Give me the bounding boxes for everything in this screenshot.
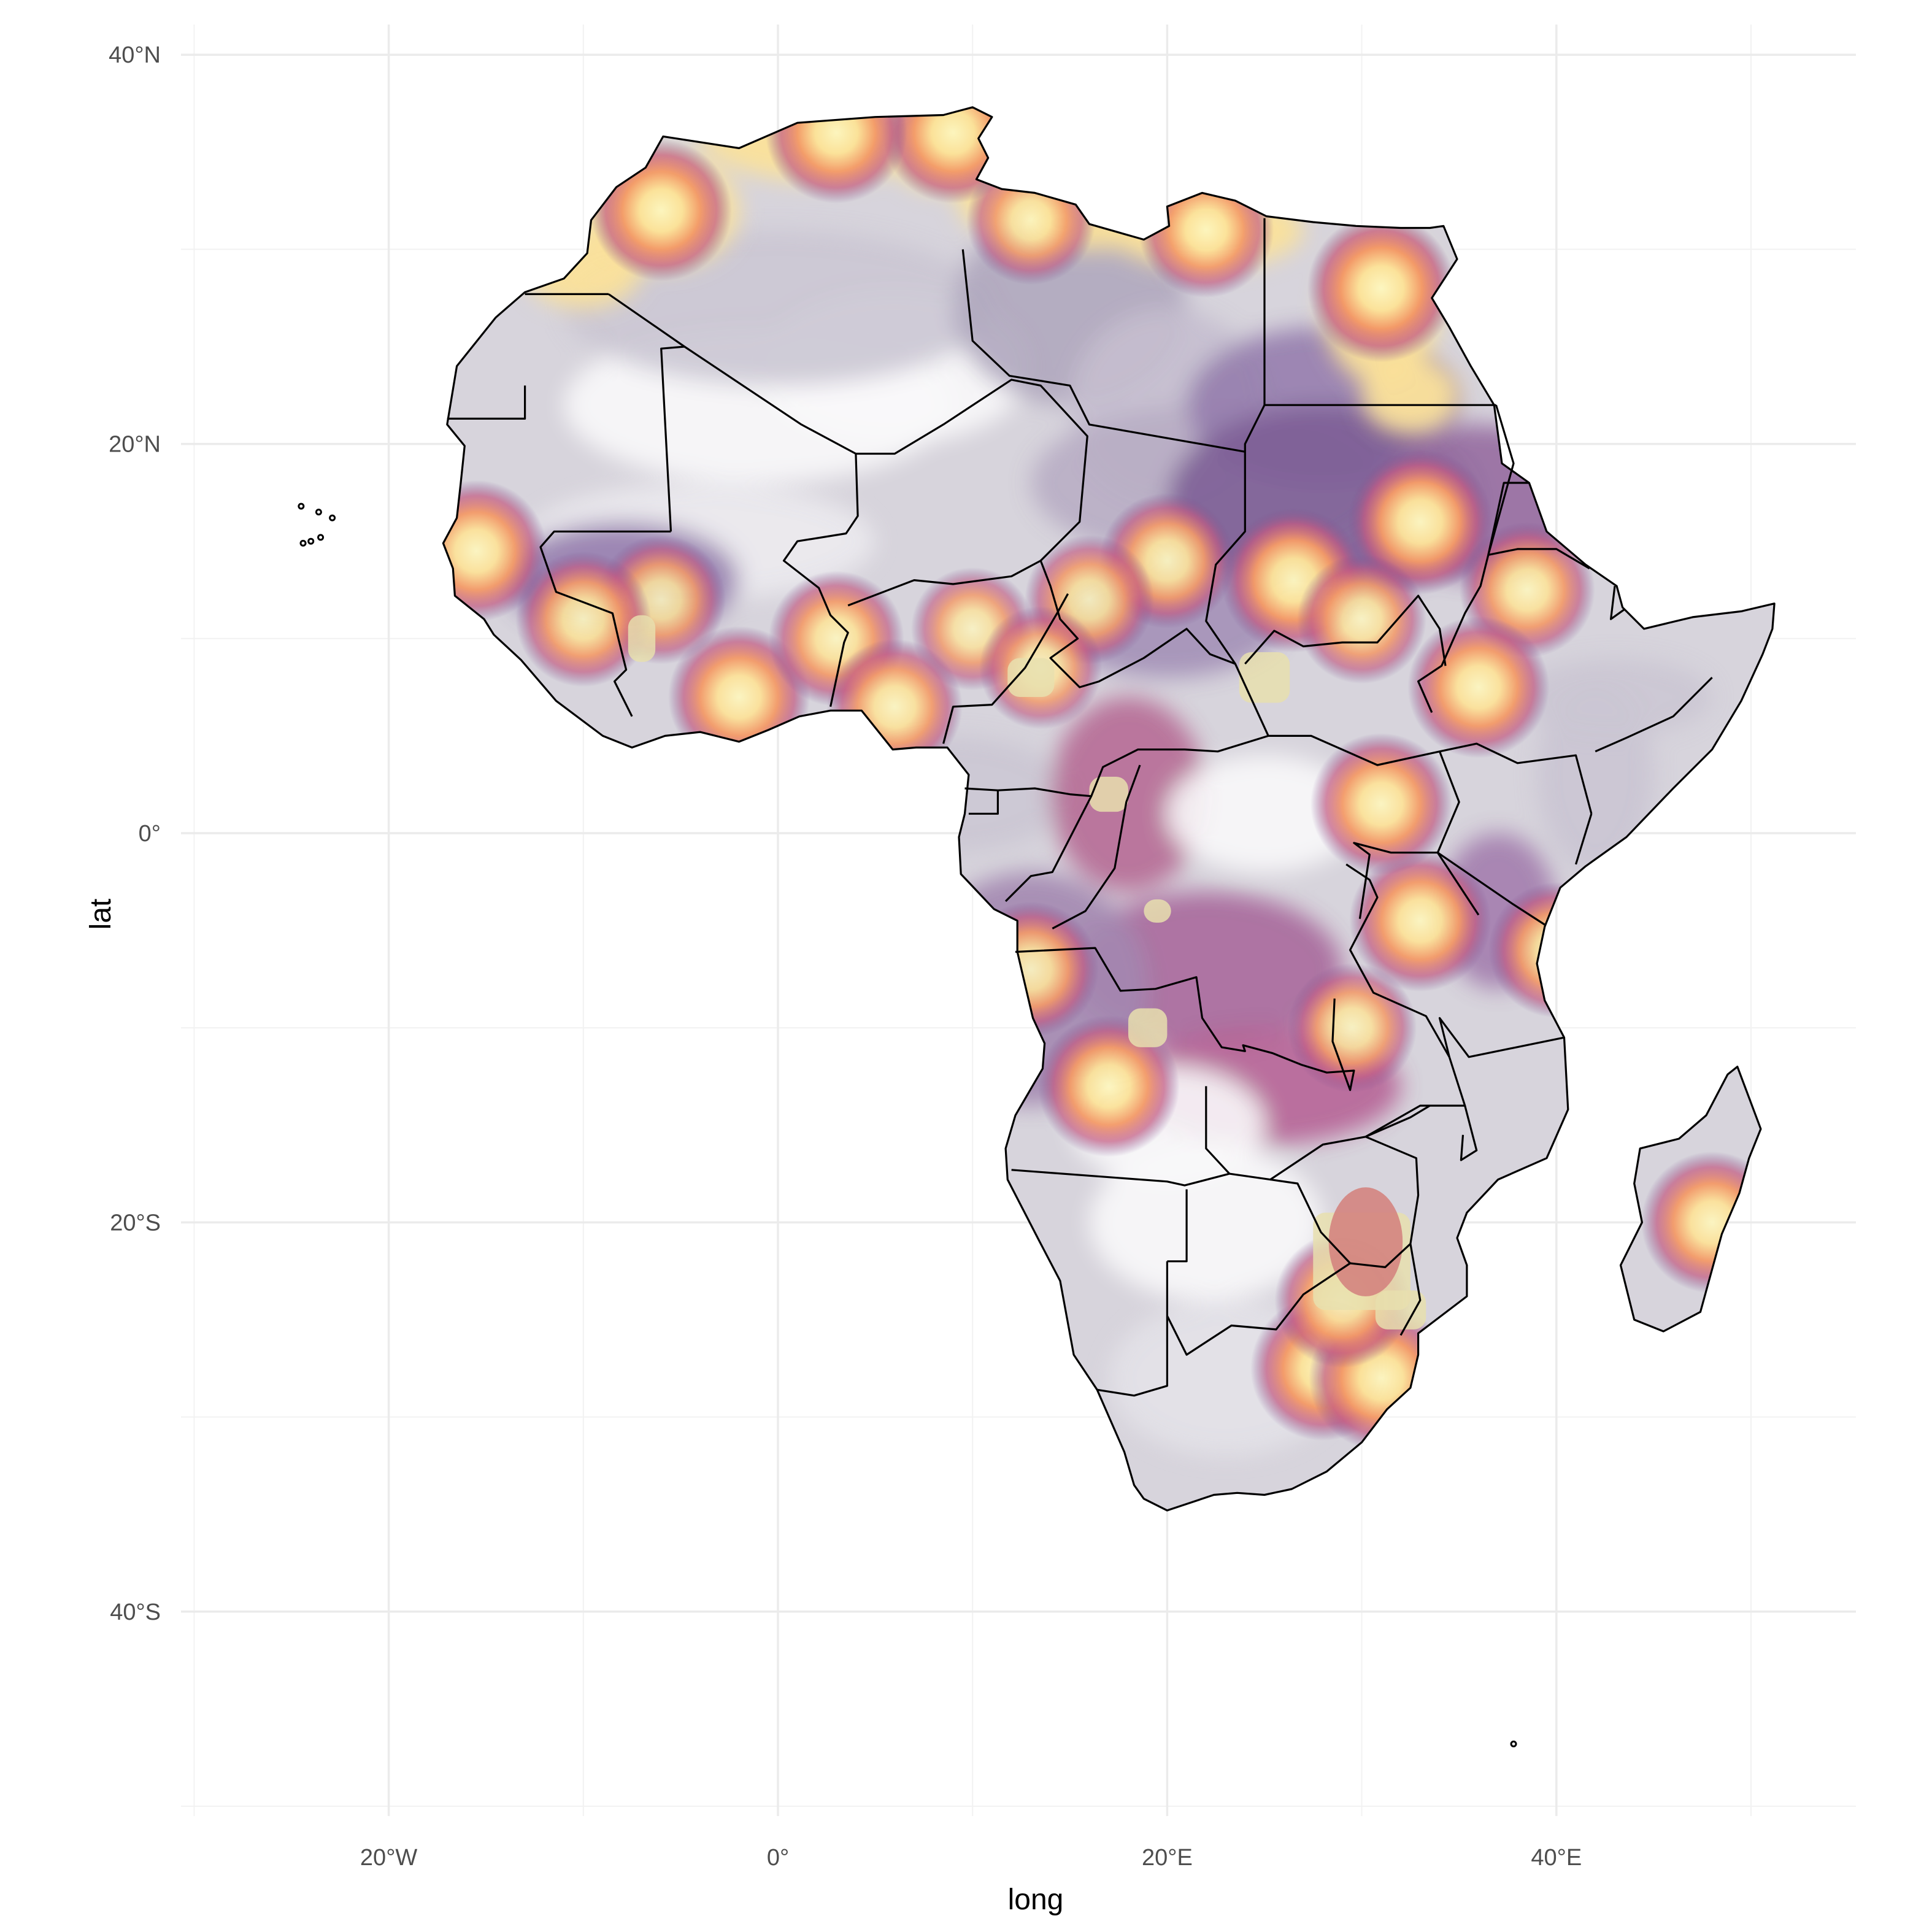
border-line [1399, 1244, 1422, 1336]
hotspot [966, 155, 1096, 285]
y-tick-label: 0° [139, 821, 161, 847]
island [329, 514, 336, 521]
border-line [1488, 548, 1590, 569]
hotspot [1349, 850, 1491, 992]
island [1510, 1740, 1517, 1747]
zimbabwe-patch [1328, 1187, 1403, 1296]
y-tick-label: 20°S [110, 1210, 161, 1236]
border-line [1011, 863, 1466, 1187]
x-tick-label: 0° [767, 1845, 789, 1871]
pale-block [628, 615, 656, 662]
island [307, 537, 315, 545]
hotspot [1037, 1015, 1180, 1157]
pale-block [1128, 1008, 1168, 1047]
hotspot [963, 901, 1099, 1037]
border-line [1166, 1179, 1352, 1356]
border-line [1205, 1086, 1231, 1175]
border-line [1610, 586, 1625, 620]
border-line [847, 560, 1041, 607]
hotspot [1297, 554, 1426, 684]
x-tick-label: 40°E [1531, 1845, 1582, 1871]
border-line [1052, 764, 1141, 929]
hotspot [1138, 162, 1274, 298]
hotspot [1287, 963, 1417, 1093]
hotspot [590, 139, 733, 282]
hotspot [826, 639, 963, 775]
pale-block [1144, 899, 1171, 923]
border-line [1350, 1136, 1420, 1268]
border-line [1353, 751, 1460, 919]
border-line [1487, 482, 1530, 555]
border-line [608, 293, 859, 707]
border-line [1460, 1105, 1478, 1161]
country-borders [298, 106, 1776, 1747]
border-line [1595, 677, 1713, 753]
coastline [442, 106, 1776, 1512]
y-axis-ticks: 40°N 20°N 0° 20°S 40°S [109, 42, 161, 1625]
border-line [1437, 852, 1545, 926]
border-line [1574, 813, 1593, 865]
hotspot [515, 551, 652, 687]
border-line [1205, 404, 1593, 814]
pale-block [1007, 658, 1055, 697]
border-line [660, 345, 685, 532]
border-line [1015, 947, 1355, 1091]
border-line [855, 379, 1236, 688]
y-tick-label: 40°N [109, 42, 161, 68]
pale-block [1089, 777, 1128, 812]
x-tick-label: 20°W [360, 1845, 417, 1871]
y-tick-label: 40°S [110, 1599, 161, 1625]
border-line [1004, 795, 1093, 902]
x-axis-title: long [1008, 1884, 1064, 1916]
x-axis-ticks: 20°W 0° 20°E 40°E [360, 1845, 1582, 1871]
hotspot [1407, 616, 1550, 758]
hotspot [1307, 214, 1455, 363]
island [315, 509, 322, 516]
border-line [447, 385, 526, 420]
hotspot [443, 480, 547, 622]
madagascar-outline [1619, 1066, 1762, 1333]
coastal-band [1361, 356, 1460, 434]
border-line [1436, 852, 1480, 916]
hotspot [1347, 449, 1493, 595]
border-line [1244, 595, 1447, 666]
border-line [968, 790, 999, 815]
border-line [964, 734, 1269, 798]
y-axis-title: lat [85, 899, 117, 930]
border-line [1438, 1017, 1564, 1058]
island [317, 534, 325, 541]
border-line [539, 530, 671, 717]
pale-block [1239, 652, 1290, 703]
border-line [1365, 1104, 1431, 1138]
hotspot [765, 107, 907, 204]
border-line [1096, 1261, 1168, 1397]
pale-block [1375, 1290, 1426, 1330]
border-line [961, 249, 1245, 453]
y-tick-label: 20°N [109, 432, 161, 458]
island [299, 539, 307, 547]
hotspot [1310, 733, 1452, 875]
border-line [942, 593, 1069, 744]
border-line [1167, 1189, 1188, 1263]
x-tick-label: 20°E [1142, 1845, 1193, 1871]
island [298, 502, 305, 510]
border-line [1417, 404, 1515, 713]
